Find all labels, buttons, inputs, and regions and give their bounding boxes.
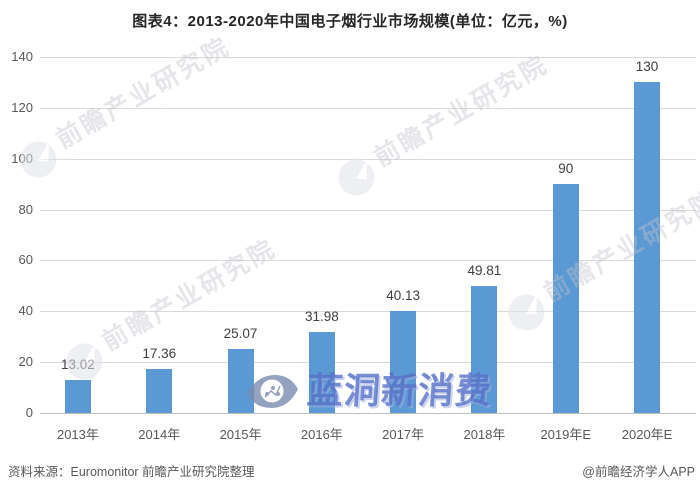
y-axis-label-20: 20 bbox=[18, 354, 33, 370]
bar-2019年E bbox=[552, 184, 579, 413]
bar-value-2015年: 25.07 bbox=[223, 326, 258, 342]
x-axis-label-2019年E: 2019年E bbox=[540, 427, 592, 442]
bar-2015年 bbox=[227, 349, 254, 413]
bar-value-2020年E: 130 bbox=[635, 59, 659, 75]
gridline-40 bbox=[40, 311, 696, 313]
gridline-20 bbox=[40, 362, 696, 364]
gridline-60 bbox=[40, 260, 696, 262]
x-axis-label-2014年: 2014年 bbox=[138, 427, 181, 442]
x-axis-label-2017年: 2017年 bbox=[382, 427, 425, 442]
y-axis-label-40: 40 bbox=[18, 303, 33, 319]
y-axis-label-80: 80 bbox=[18, 201, 33, 217]
gridline-80 bbox=[40, 209, 696, 211]
bar-value-2013年: 13.02 bbox=[61, 356, 95, 372]
bar-2018年 bbox=[471, 286, 498, 413]
gridline-120 bbox=[40, 107, 696, 109]
gridline-100 bbox=[40, 158, 696, 160]
bar-2013年 bbox=[64, 379, 91, 413]
x-axis-label-2013年: 2013年 bbox=[56, 427, 99, 442]
bar-value-2014年: 17.36 bbox=[142, 345, 177, 361]
bar-2014年 bbox=[146, 368, 173, 413]
bar-2017年 bbox=[390, 310, 417, 413]
x-axis-label-2015年: 2015年 bbox=[219, 427, 262, 442]
y-axis-label-60: 60 bbox=[18, 252, 33, 268]
bar-2016年 bbox=[308, 331, 335, 413]
bar-2020年E bbox=[634, 82, 661, 413]
y-axis-label-0: 0 bbox=[25, 405, 33, 420]
x-axis-label-2016年: 2016年 bbox=[300, 427, 343, 442]
footer-source: 资料来源：Euromonitor 前瞻产业研究院整理 bbox=[8, 465, 255, 479]
footer-credit: @前瞻经济学人APP bbox=[582, 465, 695, 479]
bar-value-2018年: 49.81 bbox=[467, 263, 502, 279]
y-axis-label-120: 120 bbox=[11, 99, 33, 115]
x-axis-label-2020年E: 2020年E bbox=[621, 427, 673, 442]
chart-title: 图表4：2013-2020年中国电子烟行业市场规模(单位：亿元，%) bbox=[132, 13, 568, 30]
gridline-140 bbox=[40, 57, 696, 58]
bar-value-2016年: 31.98 bbox=[304, 308, 339, 324]
y-axis-label-140: 140 bbox=[11, 49, 33, 64]
bar-value-2017年: 40.13 bbox=[386, 287, 421, 303]
x-axis-line bbox=[40, 413, 696, 414]
x-axis-label-2018年: 2018年 bbox=[463, 427, 506, 442]
y-axis-label-100: 100 bbox=[11, 150, 33, 166]
bar-value-2019年E: 90 bbox=[558, 161, 574, 177]
